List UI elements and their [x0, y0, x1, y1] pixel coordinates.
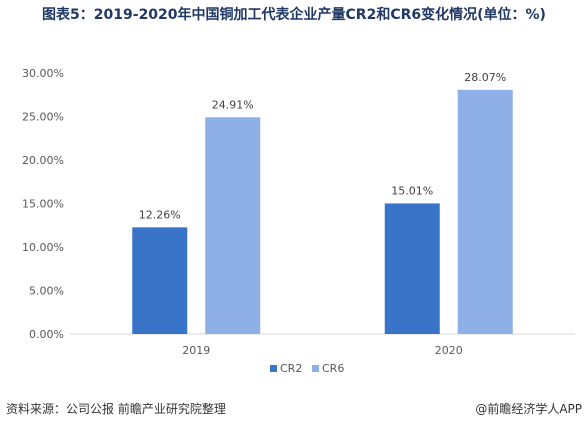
legend-swatch-cr2	[270, 365, 277, 372]
legend-label-cr2: CR2	[280, 362, 302, 375]
data-labels-group: 12.26% 24.91% 15.01% 28.07%	[139, 71, 506, 222]
bar-cr2-2019	[132, 227, 188, 334]
data-label-cr2-2019: 12.26%	[139, 208, 181, 221]
y-tick-label: 20.00%	[22, 154, 64, 167]
x-axis-tick-labels: 2019 2020	[182, 344, 463, 357]
data-label-cr6-2019: 24.91%	[212, 98, 254, 111]
data-label-cr6-2020: 28.07%	[464, 71, 506, 84]
y-axis-tick-labels: 0.00% 5.00% 10.00% 15.00% 20.00% 25.00% 30.00%	[22, 67, 64, 341]
source-note: 资料来源：公司公报 前瞻产业研究院整理	[6, 402, 226, 416]
legend-swatch-cr6	[312, 365, 319, 372]
y-tick-label: 10.00%	[22, 241, 64, 254]
bar-cr6-2019	[205, 117, 261, 335]
data-label-cr2-2020: 15.01%	[391, 184, 433, 197]
chart-title: 图表5：2019-2020年中国铜加工代表企业产量CR2和CR6变化情况(单位：…	[42, 7, 546, 23]
y-tick-label: 0.00%	[29, 328, 64, 341]
bar-cr6-2020	[457, 89, 513, 334]
bar-cr2-2020	[384, 203, 440, 334]
y-tick-label: 30.00%	[22, 67, 64, 80]
legend: CR2 CR6	[270, 362, 344, 375]
legend-label-cr6: CR6	[322, 362, 344, 375]
bars-group	[132, 89, 513, 335]
x-tick-label: 2019	[182, 344, 210, 357]
y-tick-label: 5.00%	[29, 285, 64, 298]
credit-note: @前瞻经济学人APP	[475, 402, 582, 416]
y-tick-label: 25.00%	[22, 111, 64, 124]
y-tick-label: 15.00%	[22, 198, 64, 211]
x-tick-label: 2020	[435, 344, 463, 357]
